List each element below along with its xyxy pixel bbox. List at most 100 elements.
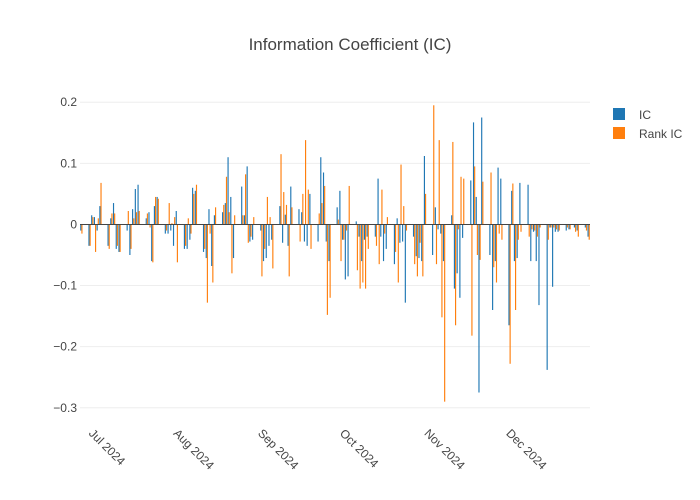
bar[interactable] — [195, 184, 198, 225]
bar[interactable] — [186, 224, 188, 249]
bar[interactable] — [107, 224, 109, 246]
bar[interactable] — [527, 184, 529, 225]
bar[interactable] — [532, 224, 535, 232]
bar[interactable] — [422, 224, 424, 277]
bar[interactable] — [320, 157, 322, 225]
bar[interactable] — [129, 224, 131, 255]
bar[interactable] — [366, 224, 368, 237]
bar[interactable] — [280, 154, 282, 225]
bar[interactable] — [472, 122, 475, 225]
bar[interactable] — [243, 215, 245, 225]
bar[interactable] — [481, 117, 483, 225]
bar[interactable] — [261, 224, 263, 277]
bar[interactable] — [495, 224, 498, 283]
bar[interactable] — [459, 224, 461, 298]
bar[interactable] — [317, 224, 319, 242]
bar[interactable] — [194, 190, 196, 225]
bar[interactable] — [306, 224, 308, 246]
bar[interactable] — [462, 224, 464, 238]
bar[interactable] — [476, 224, 478, 255]
bar[interactable] — [91, 215, 93, 225]
bar[interactable] — [460, 176, 462, 225]
bar[interactable] — [305, 140, 307, 225]
bar[interactable] — [437, 224, 439, 230]
bar[interactable] — [95, 224, 97, 252]
bar[interactable] — [155, 196, 157, 225]
bar[interactable] — [301, 212, 303, 225]
bar[interactable] — [290, 186, 292, 225]
bar[interactable] — [511, 190, 513, 225]
bar[interactable] — [539, 224, 541, 228]
bar[interactable] — [421, 224, 423, 262]
bar[interactable] — [151, 224, 153, 262]
bar[interactable] — [130, 224, 132, 249]
bar[interactable] — [112, 203, 115, 225]
bar[interactable] — [546, 224, 548, 370]
bar[interactable] — [478, 224, 480, 393]
bar[interactable] — [588, 224, 590, 240]
bar[interactable] — [403, 206, 405, 225]
bar[interactable] — [247, 224, 249, 243]
bar[interactable] — [565, 224, 567, 231]
bar[interactable] — [209, 224, 211, 234]
bar[interactable] — [553, 224, 555, 228]
bar[interactable] — [336, 207, 338, 225]
bar[interactable] — [432, 224, 434, 255]
bar[interactable] — [384, 224, 386, 234]
bar[interactable] — [164, 224, 166, 234]
bar[interactable] — [291, 207, 293, 225]
bar[interactable] — [416, 224, 418, 277]
bar[interactable] — [176, 224, 178, 263]
bar[interactable] — [119, 224, 121, 252]
bar[interactable] — [516, 224, 518, 259]
bar[interactable] — [318, 213, 320, 225]
bar[interactable] — [170, 224, 172, 231]
bar[interactable] — [268, 224, 270, 246]
bar[interactable] — [242, 215, 244, 225]
bar[interactable] — [260, 224, 262, 231]
bar[interactable] — [395, 224, 397, 252]
bar[interactable] — [265, 224, 267, 259]
bar[interactable] — [549, 224, 551, 228]
bar[interactable] — [171, 223, 173, 225]
bar[interactable] — [358, 224, 360, 237]
bar[interactable] — [298, 209, 300, 225]
bar[interactable] — [134, 189, 136, 225]
bar[interactable] — [470, 180, 472, 225]
bar[interactable] — [356, 224, 358, 271]
bar[interactable] — [457, 224, 459, 230]
bar[interactable] — [501, 224, 503, 240]
bar[interactable] — [114, 213, 116, 225]
bar[interactable] — [116, 224, 118, 246]
bar[interactable] — [252, 224, 254, 240]
bar[interactable] — [172, 224, 175, 246]
bar[interactable] — [555, 224, 558, 230]
bar[interactable] — [269, 217, 271, 225]
bar[interactable] — [148, 212, 150, 225]
bar[interactable] — [212, 224, 214, 283]
bar[interactable] — [231, 224, 233, 274]
bar[interactable] — [534, 224, 536, 231]
bar[interactable] — [245, 174, 247, 225]
bar[interactable] — [337, 219, 339, 225]
bar[interactable] — [326, 224, 328, 315]
bar[interactable] — [223, 204, 225, 225]
bar[interactable] — [456, 224, 458, 274]
bar[interactable] — [355, 221, 357, 225]
bar[interactable] — [168, 203, 170, 225]
bar[interactable] — [205, 224, 207, 259]
bar[interactable] — [302, 193, 304, 225]
bar[interactable] — [310, 224, 312, 249]
bar[interactable] — [399, 224, 401, 243]
bar[interactable] — [97, 218, 99, 225]
bar[interactable] — [493, 224, 495, 268]
bar[interactable] — [322, 172, 325, 225]
bar[interactable] — [441, 224, 443, 318]
bar[interactable] — [584, 224, 586, 228]
bar[interactable] — [174, 217, 176, 225]
bar[interactable] — [339, 190, 341, 225]
bar[interactable] — [435, 224, 438, 265]
bar[interactable] — [440, 224, 442, 234]
bar[interactable] — [225, 176, 228, 225]
bar[interactable] — [385, 224, 387, 249]
